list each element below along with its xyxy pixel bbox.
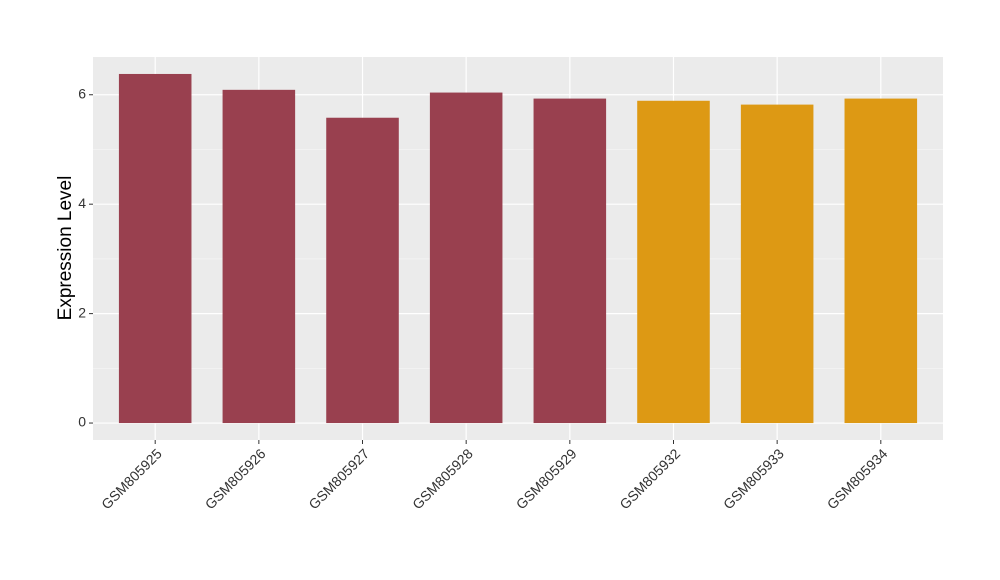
y-tick-label: 4 [78, 195, 86, 211]
bar [118, 73, 192, 424]
bar [740, 104, 814, 424]
bar [844, 98, 918, 424]
bar [637, 100, 710, 424]
x-tick-label: GSM805928 [409, 445, 476, 512]
x-tick-label: GSM805934 [824, 445, 891, 512]
y-tick-label: 2 [78, 304, 86, 320]
bar [429, 92, 503, 424]
x-tick-label: GSM805926 [202, 445, 269, 512]
x-tick-label: GSM805932 [616, 445, 683, 512]
x-tick-label: GSM805933 [720, 445, 787, 512]
y-tick-label: 0 [78, 414, 86, 430]
y-axis-label: Expression Level [55, 176, 76, 321]
x-tick-label: GSM805929 [513, 445, 580, 512]
panel [93, 57, 943, 440]
x-tick-label: GSM805927 [305, 445, 372, 512]
bar [326, 117, 399, 424]
bar [533, 98, 607, 424]
x-tick-label: GSM805925 [98, 445, 165, 512]
y-tick-label: 6 [78, 85, 86, 101]
bar [222, 89, 296, 424]
